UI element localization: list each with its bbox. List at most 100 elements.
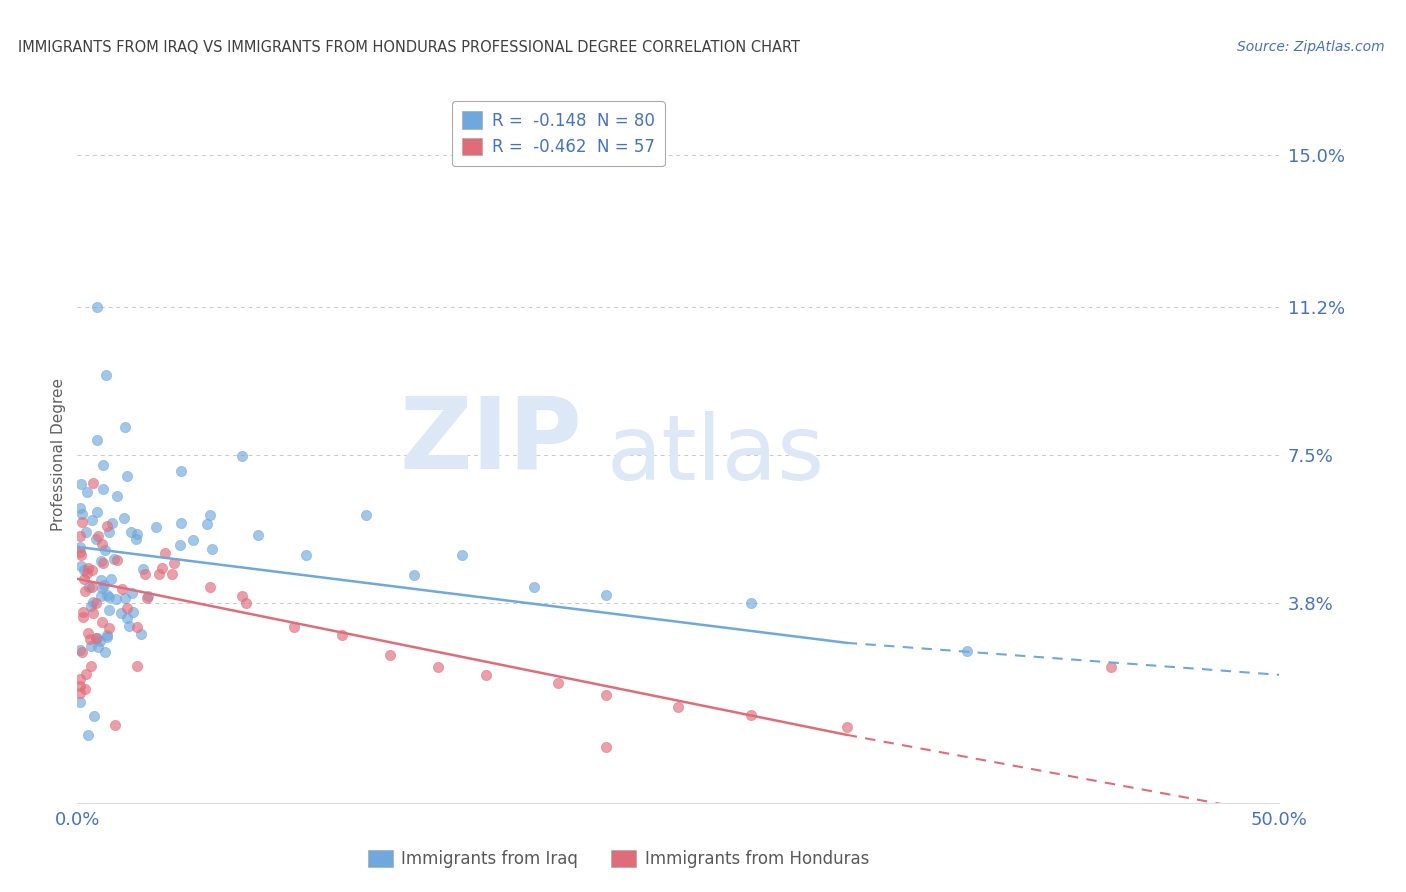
Point <box>98 590 121 604</box>
Legend: Immigrants from Iraq, Immigrants from Honduras: Immigrants from Iraq, Immigrants from Ho… <box>361 843 876 874</box>
Point <box>69 545 91 559</box>
Point <box>115 469 138 483</box>
Point <box>76 728 98 742</box>
Point <box>96 519 118 533</box>
Point <box>69 695 91 709</box>
Point <box>120 525 142 540</box>
Point <box>595 588 617 602</box>
Point <box>198 580 221 594</box>
Point <box>135 591 157 605</box>
Point <box>93 458 115 472</box>
Point <box>103 552 125 566</box>
Point <box>93 482 115 496</box>
Point <box>105 489 128 503</box>
Point <box>114 420 136 434</box>
Point <box>740 596 762 610</box>
Point <box>80 563 103 577</box>
Point <box>69 679 91 693</box>
Point <box>72 605 94 619</box>
Point <box>201 541 224 556</box>
Point <box>378 648 401 662</box>
Point <box>79 632 101 646</box>
Point <box>80 513 103 527</box>
Point <box>96 588 118 602</box>
Point <box>354 508 377 522</box>
Point <box>77 626 100 640</box>
Point <box>283 620 305 634</box>
Point <box>231 589 253 603</box>
Point <box>82 606 104 620</box>
Point <box>96 628 118 642</box>
Point <box>115 611 138 625</box>
Point <box>69 672 91 686</box>
Point <box>83 709 105 723</box>
Point <box>86 632 108 646</box>
Point <box>70 516 93 530</box>
Point <box>547 676 569 690</box>
Point <box>231 449 253 463</box>
Point <box>98 524 121 539</box>
Point <box>82 595 104 609</box>
Point <box>82 475 104 490</box>
Point <box>86 434 108 448</box>
Point <box>84 631 107 645</box>
Point <box>595 688 617 702</box>
Point <box>98 621 121 635</box>
Point <box>115 600 138 615</box>
Point <box>155 546 177 560</box>
Point <box>87 529 110 543</box>
Point <box>75 525 97 540</box>
Point <box>125 532 148 546</box>
Point <box>90 553 112 567</box>
Point <box>82 580 104 594</box>
Point <box>80 599 103 613</box>
Point <box>198 508 221 522</box>
Point <box>129 626 152 640</box>
Point <box>70 548 93 562</box>
Point <box>181 533 204 548</box>
Point <box>668 699 690 714</box>
Text: ZIP: ZIP <box>399 392 582 490</box>
Point <box>90 589 112 603</box>
Point <box>76 484 98 499</box>
Point <box>148 567 170 582</box>
Point <box>75 583 97 598</box>
Point <box>96 368 118 382</box>
Point <box>162 556 184 570</box>
Point <box>91 581 114 595</box>
Point <box>73 682 96 697</box>
Point <box>72 610 94 624</box>
Point <box>134 566 156 581</box>
Point <box>118 618 141 632</box>
Point <box>195 517 218 532</box>
Point <box>69 477 91 491</box>
Point <box>84 532 107 546</box>
Point <box>427 660 450 674</box>
Point <box>70 645 93 659</box>
Text: atlas: atlas <box>606 411 824 499</box>
Point <box>104 717 127 731</box>
Point <box>105 592 128 607</box>
Point <box>330 628 353 642</box>
Point <box>84 596 107 610</box>
Point <box>89 573 111 587</box>
Point <box>235 596 257 610</box>
Point <box>98 603 121 617</box>
Point <box>127 658 149 673</box>
Point <box>72 563 94 577</box>
Point <box>132 562 155 576</box>
Point <box>93 578 115 592</box>
Point <box>69 529 91 543</box>
Point <box>835 720 858 734</box>
Point <box>150 561 173 575</box>
Point <box>294 548 316 562</box>
Point <box>69 643 91 657</box>
Point <box>89 633 111 648</box>
Point <box>91 536 114 550</box>
Point <box>122 605 145 619</box>
Point <box>127 526 149 541</box>
Point <box>169 538 191 552</box>
Point <box>93 543 115 558</box>
Point <box>70 508 93 522</box>
Point <box>1099 660 1122 674</box>
